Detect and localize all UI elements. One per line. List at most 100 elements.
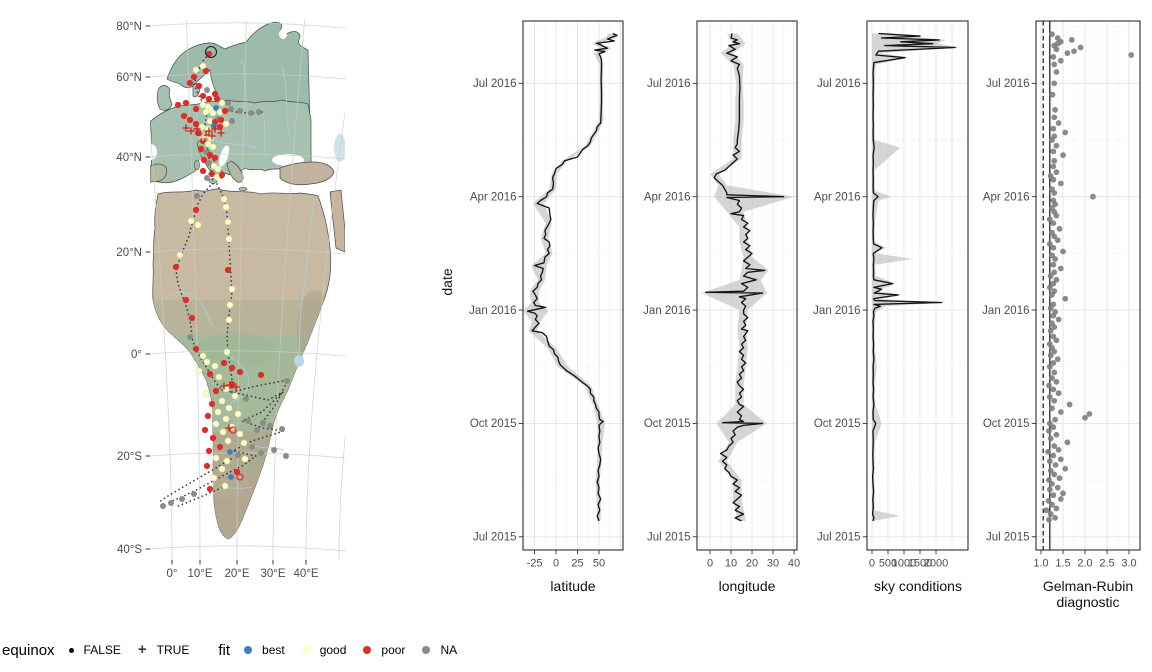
gr-point [1046, 486, 1053, 493]
equinox-true-marker [193, 125, 201, 133]
map-x-tick-label: 40°E [293, 568, 318, 580]
gr-point [1051, 157, 1058, 164]
date-tick-label: Jul 2016 [986, 78, 1029, 90]
map-stopover-point-p [186, 116, 194, 124]
map-stopover-point-p [212, 387, 220, 395]
panel-latitude: -25 0 25 50 Jul 2015 Oct 2015 Jan 2016 Apr 2016… [469, 20, 624, 570]
map-stopover-point-p [199, 137, 207, 145]
date-tick-label: Jan 2016 [982, 305, 1029, 317]
map-stopover-point-p [172, 263, 180, 271]
gr-point [1046, 394, 1053, 400]
legend-item-na: NA [422, 643, 457, 657]
map-y-tick-label: 40°N [116, 152, 142, 164]
panel-longitude: 0 10 20 30 40 Jul 2015 Oct 2015 Jan 2016 Apr 201… [643, 20, 800, 570]
map-stopover-point-p [192, 120, 200, 128]
gr-point [1050, 424, 1057, 431]
sky-series-line [871, 32, 956, 522]
date-tick-label: Oct 2015 [470, 418, 517, 430]
gr-axis-title-line1: Gelman-Rubin [1042, 578, 1134, 594]
map-stopover-point-p [201, 426, 209, 434]
map-rivers [164, 59, 315, 491]
map-stopover-point-n [245, 418, 251, 424]
gr-point [1054, 356, 1061, 363]
gr-point [1060, 248, 1066, 255]
gr-point [1049, 252, 1055, 259]
map-stopover-point-n [179, 496, 185, 502]
panel-border [866, 20, 969, 551]
panel-data-sky [871, 32, 960, 522]
map-caspian-sea [334, 134, 345, 162]
map-stopover-point-n [260, 420, 266, 426]
map-stopover-point-n [237, 108, 243, 114]
gr-point [1053, 276, 1060, 283]
map-stopover-point-n [235, 452, 241, 458]
map-data-overlay [158, 46, 291, 509]
panel-data-longitude [701, 33, 795, 522]
map-greece [226, 160, 244, 183]
sky-x-tick-label: 2000 [924, 558, 948, 570]
legend-item-best: best [244, 643, 285, 657]
date-tick-label: Jul 2016 [647, 78, 690, 90]
map-stopover-point-p [236, 368, 244, 376]
map-stopover-point-p [228, 364, 236, 372]
graticule-meridian [272, 19, 306, 560]
gr-point [1043, 507, 1050, 514]
legend: equinox FALSE + TRUE fit best good poor … [2, 637, 474, 663]
map-stopover-point-p [208, 400, 216, 408]
gr-point [1046, 516, 1052, 523]
equinox-false-dot-icon [68, 647, 74, 653]
map-stopover-point-n [243, 396, 249, 402]
date-tick-label: Apr 2016 [814, 192, 861, 204]
legend-fit-title: fit [218, 641, 231, 659]
map-stopover-point-g [209, 109, 217, 117]
map-stopover-point-g [224, 218, 232, 226]
gr-point [1046, 363, 1053, 370]
gr-point [1046, 428, 1052, 434]
map-graticule [150, 19, 345, 560]
map-stopover-point-n [225, 100, 231, 106]
gr-point [1054, 35, 1061, 41]
map-stopover-point-g [212, 454, 220, 462]
map-stopover-point-p [192, 345, 200, 353]
map-stopover-point-g [224, 437, 232, 445]
panel-data-gr [1042, 21, 1135, 550]
map-stopover-point-g [222, 415, 230, 423]
map-basemap [150, 22, 345, 540]
map-stopover-point-p [221, 107, 229, 115]
map-stopover-point-g [187, 217, 195, 225]
gr-point [1054, 484, 1061, 491]
gr-point [1049, 320, 1055, 327]
map-stopover-point-g [204, 140, 212, 148]
map-stopover-point-g [225, 235, 233, 243]
legend-item-poor: poor [363, 643, 405, 657]
map-stopover-point-g [195, 367, 203, 375]
date-tick-label: Oct 2015 [983, 418, 1030, 430]
graticule-meridian [305, 109, 345, 560]
map-stopover-point-p [203, 462, 211, 470]
map-stopover-point-g [199, 62, 207, 70]
map-stopover-point-g [202, 108, 210, 116]
latitude-x-tick-label: 25 [571, 558, 583, 570]
gr-point [1051, 397, 1058, 404]
gr-point [1050, 197, 1057, 204]
map-stopover-point-p [233, 468, 241, 476]
map-stopover-point-g [214, 165, 222, 173]
migration-track-dotted [261, 381, 288, 424]
gr-point [1046, 284, 1053, 291]
graticule-parallel [150, 153, 345, 160]
map-stopover-point-n [248, 110, 254, 116]
date-tick-label: Jul 2015 [986, 532, 1029, 544]
gr-point [1049, 501, 1055, 508]
gr-point [1050, 261, 1057, 268]
map-x-tick-label: 10°E [187, 568, 212, 580]
gr-axis-title: Gelman-Rubin diagnostic [1018, 578, 1152, 610]
equinox-true-marker [232, 383, 240, 391]
gr-point [1060, 152, 1066, 159]
map-stopover-point-n [187, 334, 193, 340]
map-stopover-point-g [218, 465, 226, 473]
longitude-x-tick-label: 40 [788, 558, 800, 570]
map-stopover-point-g [215, 373, 223, 381]
gr-point [1057, 456, 1064, 463]
gr-point [1050, 244, 1057, 251]
